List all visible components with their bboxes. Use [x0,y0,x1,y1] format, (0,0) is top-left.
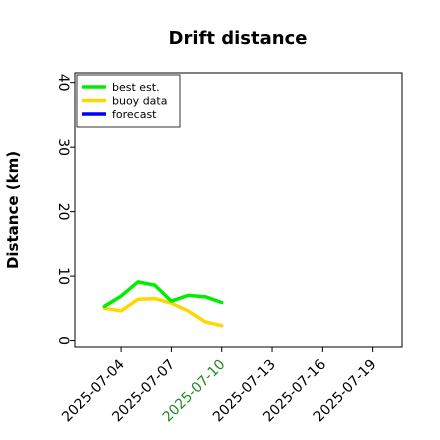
series-line-buoy-data [102,296,224,328]
y-tick-label: 20 [55,203,71,221]
y-tick-label: 10 [55,267,71,285]
legend-label: best est. [112,81,160,94]
legend-label: forecast [112,108,157,121]
plot-area [74,72,403,348]
series-line-best-est [102,280,224,309]
chart-title: Drift distance [169,28,308,49]
series-layer [102,280,224,328]
x-axis: 2025-07-042025-07-072025-07-102025-07-13… [59,347,379,425]
y-tick-label: 40 [55,74,71,92]
y-tick-label: 30 [55,138,71,156]
legend-label: buoy data [112,95,167,108]
y-axis: 0 10 20 30 40 [55,74,75,345]
y-tick-label: 0 [55,336,71,345]
y-axis-label: Distance (km) [4,151,22,269]
